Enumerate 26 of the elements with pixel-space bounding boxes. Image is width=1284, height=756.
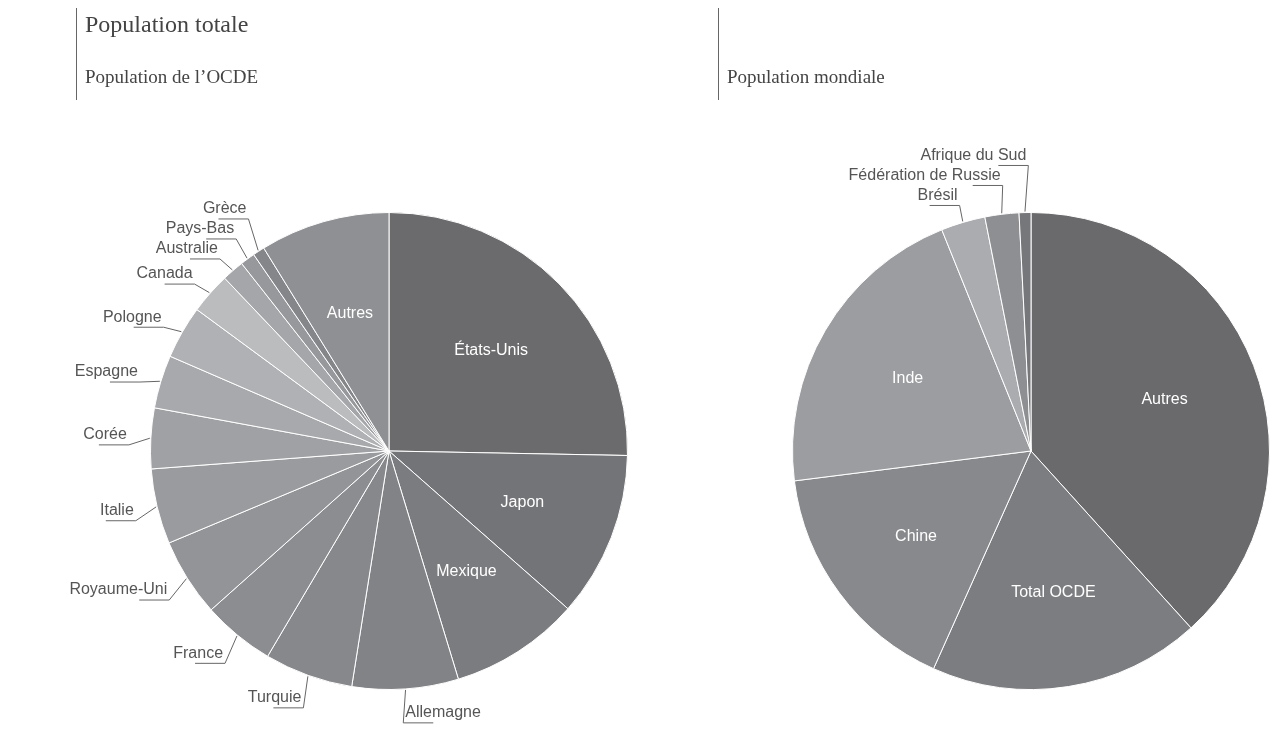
- slice-label: Chine: [895, 526, 938, 544]
- slice-label: France: [173, 643, 224, 661]
- slice-label: Japon: [500, 493, 545, 511]
- slice-label: Autres: [326, 303, 374, 321]
- slice-label: Total OCDE: [1011, 582, 1096, 600]
- slice-label: États-Unis: [454, 340, 529, 359]
- slice-label: Allemagne: [405, 703, 481, 721]
- slice-label: Pays-Bas: [165, 219, 235, 237]
- slice-label: Italie: [100, 501, 134, 519]
- slice-label: Pologne: [102, 307, 162, 325]
- chart-title: Population totale: [85, 10, 250, 39]
- chart-subtitle: Population mondiale: [727, 65, 885, 89]
- chart-subtitle: Population de l’OCDE: [85, 65, 259, 89]
- slice-label: Royaume-Uni: [69, 580, 168, 598]
- slice-label: Fédération de Russie: [848, 165, 1001, 183]
- slice-label: Brésil: [917, 185, 958, 203]
- slice-label: Australie: [155, 239, 219, 257]
- slice-label: Grèce: [202, 199, 247, 217]
- slice-label: Corée: [83, 425, 127, 443]
- slice-label: Mexique: [436, 561, 497, 579]
- slice-label: Espagne: [74, 362, 139, 380]
- slice-label: Canada: [136, 264, 193, 282]
- slice-label: Afrique du Sud: [920, 145, 1027, 163]
- slice-label: Turquie: [247, 688, 302, 706]
- slice-label: Autres: [1141, 389, 1188, 407]
- slice-label: Inde: [892, 368, 924, 386]
